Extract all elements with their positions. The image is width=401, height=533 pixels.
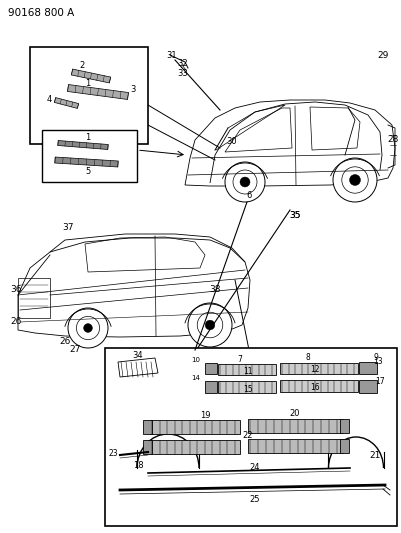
Text: 38: 38 — [209, 286, 221, 295]
Circle shape — [225, 162, 265, 202]
Text: 14: 14 — [191, 375, 200, 381]
Text: 36: 36 — [10, 286, 22, 295]
Bar — [30, 47, 148, 144]
Text: 21: 21 — [369, 450, 381, 459]
Bar — [218, 364, 276, 375]
Bar — [18, 278, 50, 318]
Text: 19: 19 — [200, 410, 210, 419]
Bar — [143, 440, 152, 454]
Text: 33: 33 — [178, 69, 188, 77]
Text: 32: 32 — [178, 59, 188, 68]
Bar — [105, 348, 397, 526]
Text: 18: 18 — [133, 461, 143, 470]
Text: 15: 15 — [243, 384, 253, 393]
Bar — [248, 419, 343, 433]
Polygon shape — [55, 98, 79, 108]
Text: 5: 5 — [85, 167, 91, 176]
Bar — [205, 363, 217, 374]
Text: 6: 6 — [246, 190, 252, 199]
Text: 90168 800 A: 90168 800 A — [8, 8, 74, 18]
Text: 16: 16 — [310, 384, 320, 392]
Text: 3: 3 — [130, 85, 136, 94]
Text: 12: 12 — [310, 365, 320, 374]
Polygon shape — [71, 69, 111, 83]
Text: 35: 35 — [289, 211, 301, 220]
Bar — [280, 380, 358, 392]
Polygon shape — [55, 157, 118, 167]
Bar — [150, 420, 240, 434]
Circle shape — [83, 324, 92, 333]
Polygon shape — [58, 141, 108, 149]
Bar — [359, 362, 377, 374]
Bar — [205, 381, 217, 393]
Text: 17: 17 — [375, 377, 385, 386]
Text: 25: 25 — [250, 496, 260, 505]
Bar — [218, 381, 276, 393]
Text: 8: 8 — [306, 353, 310, 362]
Bar — [359, 380, 377, 393]
Text: 26: 26 — [59, 337, 71, 346]
Bar — [42, 130, 137, 182]
Text: 31: 31 — [167, 51, 177, 60]
Circle shape — [240, 177, 250, 187]
Text: 29: 29 — [377, 51, 389, 60]
Bar — [143, 420, 152, 434]
Bar — [280, 363, 358, 374]
Bar — [340, 419, 349, 433]
Text: 37: 37 — [62, 223, 74, 232]
Text: 28: 28 — [388, 135, 399, 144]
Text: 20: 20 — [290, 409, 300, 418]
Text: 1: 1 — [85, 79, 91, 88]
Text: 22: 22 — [243, 431, 253, 440]
Text: 35: 35 — [289, 211, 301, 220]
Text: 24: 24 — [250, 463, 260, 472]
Text: 23: 23 — [108, 448, 118, 457]
Text: 26: 26 — [10, 318, 21, 327]
Text: 13: 13 — [373, 358, 383, 367]
Bar — [340, 439, 349, 453]
Text: 34: 34 — [133, 351, 143, 359]
Text: 4: 4 — [47, 94, 52, 103]
Circle shape — [350, 174, 360, 185]
Text: 30: 30 — [227, 138, 237, 147]
Text: 27: 27 — [69, 345, 81, 354]
Bar — [248, 439, 343, 453]
Text: 10: 10 — [191, 357, 200, 363]
Circle shape — [333, 158, 377, 202]
Circle shape — [188, 303, 232, 347]
Bar — [150, 440, 240, 454]
Text: 9: 9 — [374, 352, 379, 361]
Polygon shape — [67, 85, 128, 100]
Text: 1: 1 — [85, 133, 91, 142]
Text: 11: 11 — [243, 367, 253, 376]
Text: 2: 2 — [79, 61, 85, 69]
Text: 7: 7 — [237, 354, 243, 364]
Circle shape — [205, 320, 215, 330]
Circle shape — [68, 308, 108, 348]
